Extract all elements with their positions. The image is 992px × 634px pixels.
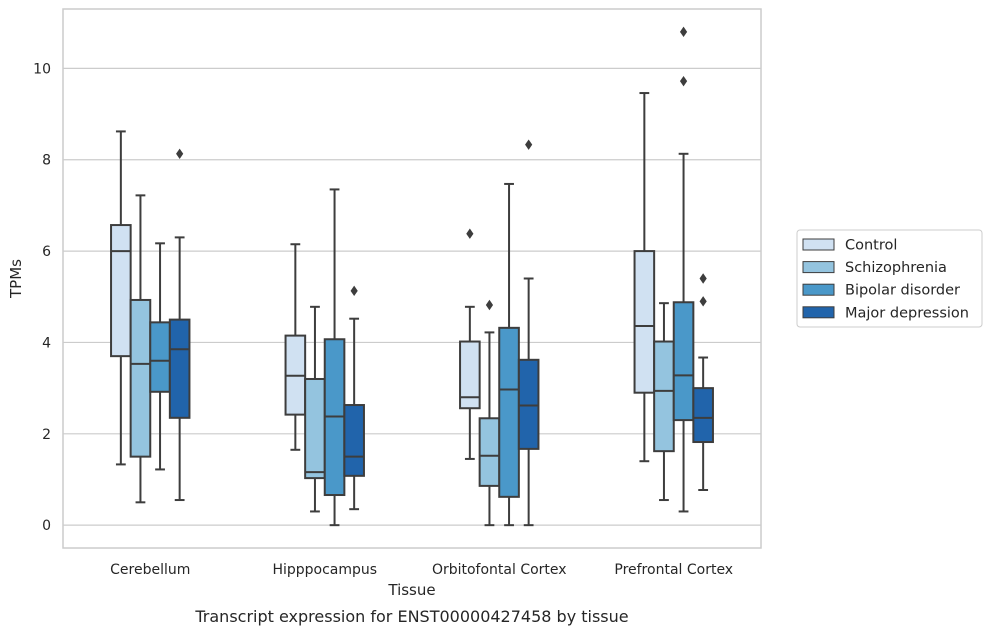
- box-schizophrenia: [129, 194, 152, 504]
- y-tick-label: 8: [42, 153, 51, 169]
- iqr-box: [498, 326, 520, 498]
- legend: Control Schizophrenia Bipolar disorder Majo…: [796, 229, 983, 328]
- y-tick-labels: 0 2 4 6 8 10: [33, 61, 51, 534]
- x-tick-label: Cerebellum: [110, 562, 190, 578]
- iqr-box: [110, 224, 132, 358]
- iqr-box: [149, 321, 171, 393]
- iqr-box: [633, 250, 656, 394]
- legend-swatch: [802, 238, 835, 251]
- boxes-layer: [110, 26, 714, 527]
- box-major-depression: [343, 285, 365, 511]
- box-major-depression: [168, 148, 191, 502]
- iqr-box: [653, 340, 675, 453]
- box-bipolar-disorder: [323, 188, 346, 527]
- iqr-box: [129, 298, 152, 458]
- gridlines: [63, 67, 761, 526]
- box-schizophrenia: [304, 305, 326, 513]
- legend-swatch: [802, 261, 835, 274]
- legend-swatch: [802, 306, 835, 319]
- box-bipolar-disorder: [672, 26, 695, 513]
- box-control: [459, 228, 481, 460]
- x-axis-title: Tissue: [387, 581, 435, 599]
- box-control: [110, 130, 132, 466]
- box-control: [284, 243, 307, 451]
- box-bipolar-disorder: [149, 242, 171, 471]
- y-tick-label: 4: [42, 335, 51, 351]
- y-axis-title: TPMs: [7, 259, 25, 299]
- box-schizophrenia: [478, 299, 501, 527]
- legend-label: Control: [845, 238, 897, 254]
- y-tick-label: 0: [42, 518, 51, 534]
- y-tick-label: 6: [42, 244, 51, 260]
- iqr-box: [459, 340, 481, 410]
- plot-frame: [62, 8, 762, 549]
- iqr-box: [517, 358, 540, 450]
- x-tick-labels: Cerebellum Hipppocampus Orbitofontal Corte…: [110, 562, 733, 578]
- box-schizophrenia: [653, 302, 675, 502]
- outlier-point: [485, 299, 494, 311]
- y-tick-label: 2: [42, 427, 51, 443]
- x-tick-label: Orbitofontal Cortex: [432, 562, 567, 578]
- box-major-depression: [692, 273, 714, 491]
- y-tick-label: 10: [33, 61, 51, 77]
- outlier-point: [699, 296, 707, 307]
- outlier-point: [176, 148, 184, 159]
- iqr-box: [692, 387, 714, 444]
- legend-label: Schizophrenia: [845, 260, 947, 276]
- box-major-depression: [517, 139, 540, 527]
- iqr-box: [168, 318, 191, 419]
- legend-label: Bipolar disorder: [845, 283, 960, 299]
- legend-swatch: [802, 283, 835, 296]
- outlier-point: [679, 75, 688, 87]
- box-bipolar-disorder: [498, 182, 520, 527]
- outlier-point: [679, 26, 688, 38]
- iqr-box: [478, 417, 501, 487]
- x-tick-label: Hipppocampus: [272, 562, 377, 578]
- box-control: [633, 92, 656, 463]
- chart-caption: Transcript expression for ENST0000042745…: [194, 607, 628, 626]
- iqr-box: [672, 301, 695, 422]
- outlier-point: [466, 228, 474, 239]
- x-tick-label: Prefrontal Cortex: [614, 562, 733, 578]
- outlier-point: [350, 285, 358, 297]
- outlier-point: [699, 273, 707, 284]
- outlier-point: [525, 139, 533, 150]
- legend-frame: [796, 229, 983, 328]
- legend-label: Major depression: [845, 305, 969, 321]
- iqr-box: [343, 404, 365, 477]
- iqr-box: [304, 377, 326, 480]
